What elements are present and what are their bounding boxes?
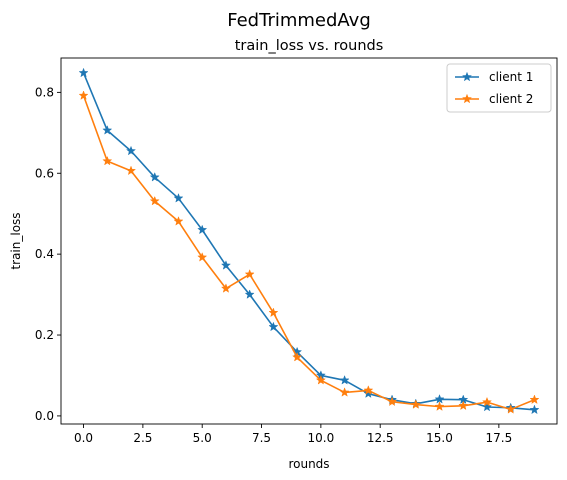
legend-box — [446, 63, 552, 113]
data-point-client-1 — [244, 289, 255, 299]
data-point-client-2 — [315, 375, 326, 385]
series-line-client-1 — [82, 72, 535, 411]
data-point-client-2 — [505, 404, 516, 414]
data-point-client-2 — [292, 351, 303, 362]
x-tick-label: 15.0 — [426, 431, 453, 445]
data-point-client-2 — [434, 401, 445, 411]
x-tick-label: 0.0 — [74, 431, 93, 445]
legend-label-client-2: client 2 — [489, 92, 533, 106]
data-point-client-2 — [339, 387, 350, 397]
data-point-client-2 — [102, 155, 113, 166]
data-point-client-2 — [78, 90, 89, 100]
y-axis-label: train_loss — [9, 212, 23, 269]
data-point-client-2 — [244, 269, 255, 279]
data-point-client-2 — [173, 216, 184, 226]
data-point-client-2 — [125, 165, 137, 176]
x-tick-label: 7.5 — [252, 431, 271, 445]
data-point-client-2 — [363, 385, 374, 395]
legend-marker-client-2 — [461, 93, 473, 104]
legend-marker-client-1 — [461, 71, 473, 82]
data-point-client-1 — [481, 401, 493, 412]
data-point-client-2 — [529, 394, 540, 405]
data-point-client-1 — [197, 224, 208, 235]
data-point-client-2 — [481, 396, 493, 407]
x-tick-label: 5.0 — [193, 431, 212, 445]
data-point-client-1 — [339, 375, 350, 385]
x-tick-label: 2.5 — [133, 431, 152, 445]
data-point-client-1 — [268, 321, 279, 332]
x-axis-label: rounds — [288, 457, 329, 471]
y-tick-label: 0.2 — [35, 328, 54, 342]
x-tick-label: 10.0 — [308, 431, 335, 445]
series-layer — [78, 67, 540, 415]
legend: client 1 client 2 — [446, 63, 552, 113]
data-point-client-2 — [458, 400, 469, 411]
data-point-client-1 — [220, 260, 231, 270]
data-point-client-1 — [78, 67, 89, 78]
data-point-client-2 — [149, 195, 160, 206]
y-tick-label: 0.0 — [35, 409, 54, 423]
y-tick-label: 0.8 — [35, 85, 54, 99]
x-tick-label: 12.5 — [367, 431, 394, 445]
data-point-client-2 — [220, 283, 231, 293]
y-tick-label: 0.6 — [35, 166, 54, 180]
data-point-client-1 — [529, 404, 540, 415]
series-line-client-2 — [82, 95, 535, 411]
plot-frame — [60, 57, 558, 425]
data-point-client-2 — [197, 252, 208, 262]
x-axis-ticks: 0.0 2.5 5.0 7.5 10.0 12.5 15.0 17.5 — [74, 424, 512, 445]
legend-label-client-1: client 1 — [489, 70, 533, 84]
y-axis-ticks: 0.0 0.2 0.4 0.6 0.8 — [35, 85, 61, 423]
y-tick-label: 0.4 — [35, 247, 54, 261]
data-point-client-1 — [434, 394, 445, 404]
data-point-client-2 — [387, 396, 398, 407]
x-tick-label: 17.5 — [485, 431, 512, 445]
data-point-client-2 — [268, 307, 279, 318]
figure-suptitle: FedTrimmedAvg — [227, 10, 371, 31]
data-point-client-1 — [125, 145, 137, 156]
data-point-client-1 — [149, 171, 160, 182]
data-point-client-1 — [102, 125, 113, 135]
chart-title: train_loss vs. rounds — [235, 38, 384, 54]
data-point-client-1 — [173, 193, 184, 203]
data-point-client-2 — [410, 399, 421, 409]
